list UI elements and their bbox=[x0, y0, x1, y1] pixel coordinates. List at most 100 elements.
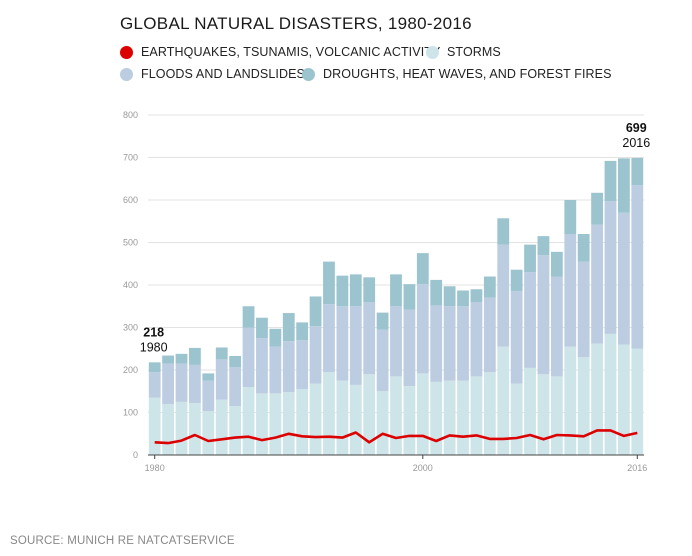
legend-item-droughts: DROUGHTS, HEAT WAVES, AND FOREST FIRES bbox=[302, 67, 612, 81]
bar-storms-1983 bbox=[189, 403, 201, 455]
bar-floods-1995 bbox=[349, 306, 362, 385]
bar-floods-1997 bbox=[376, 329, 389, 392]
bar-droughts-2006 bbox=[497, 218, 510, 245]
bar-storms-1992 bbox=[309, 383, 322, 455]
bar-storms-2002 bbox=[443, 380, 456, 455]
bar-floods-1981 bbox=[162, 363, 175, 404]
y-tick-label: 200 bbox=[123, 365, 138, 375]
y-tick-label: 400 bbox=[123, 280, 138, 290]
legend-item-earthquakes: EARTHQUAKES, TSUNAMIS, VOLCANIC ACTIVITY bbox=[120, 45, 440, 59]
bar-floods-2005 bbox=[483, 297, 496, 373]
bar-floods-1998 bbox=[390, 306, 402, 377]
bar-storms-2011 bbox=[564, 346, 577, 455]
legend-swatch-earthquakes bbox=[120, 45, 133, 59]
bar-floods-1989 bbox=[269, 346, 282, 394]
legend-label-earthquakes: EARTHQUAKES, TSUNAMIS, VOLCANIC ACTIVITY bbox=[141, 45, 441, 59]
bar-storms-1997 bbox=[376, 391, 389, 455]
bar-storms-1996 bbox=[363, 374, 376, 455]
bar-floods-2001 bbox=[430, 305, 443, 382]
bar-storms-2000 bbox=[416, 373, 429, 455]
bar-storms-2006 bbox=[497, 346, 510, 455]
legend-label-droughts: DROUGHTS, HEAT WAVES, AND FOREST FIRES bbox=[323, 67, 612, 81]
bar-floods-2013 bbox=[591, 224, 603, 344]
bar-floods-1988 bbox=[256, 338, 268, 394]
bar-droughts-1984 bbox=[202, 373, 215, 381]
bar-floods-1986 bbox=[229, 367, 242, 407]
bar-storms-1994 bbox=[336, 380, 349, 455]
bar-storms-2009 bbox=[537, 374, 550, 455]
bar-floods-2006 bbox=[497, 244, 510, 347]
bar-droughts-1991 bbox=[296, 322, 309, 341]
bar-floods-1992 bbox=[309, 326, 322, 384]
bar-storms-2010 bbox=[550, 376, 563, 455]
annotation-year-1980: 1980 bbox=[140, 340, 168, 354]
bar-floods-2014 bbox=[604, 201, 617, 334]
bar-storms-2015 bbox=[617, 344, 630, 455]
bar-floods-1987 bbox=[242, 327, 255, 387]
bar-droughts-2000 bbox=[416, 253, 429, 285]
bar-droughts-1981 bbox=[162, 355, 175, 364]
bar-droughts-1995 bbox=[349, 274, 362, 307]
source-note: SOURCE: MUNICH RE NATCATSERVICE bbox=[10, 535, 235, 547]
x-tick-label: 1980 bbox=[145, 463, 165, 473]
legend-label-floods: FLOODS AND LANDSLIDES bbox=[141, 67, 305, 81]
bar-floods-2011 bbox=[564, 234, 577, 347]
x-tick-label: 2000 bbox=[413, 463, 433, 473]
bar-storms-2014 bbox=[604, 333, 617, 455]
x-tick-label: 2016 bbox=[627, 463, 647, 473]
bar-droughts-2014 bbox=[604, 160, 617, 202]
bar-droughts-2007 bbox=[510, 269, 523, 291]
bar-storms-1995 bbox=[349, 384, 362, 455]
y-tick-label: 0 bbox=[133, 450, 138, 460]
bar-storms-1987 bbox=[242, 387, 255, 455]
bar-droughts-1982 bbox=[175, 353, 188, 364]
bar-floods-2003 bbox=[457, 306, 469, 381]
earthquakes-line bbox=[154, 429, 638, 445]
bar-floods-1982 bbox=[175, 363, 188, 402]
bar-floods-1999 bbox=[403, 309, 416, 387]
bar-floods-1996 bbox=[363, 302, 376, 375]
bar-storms-1984 bbox=[202, 411, 215, 455]
bar-floods-2016 bbox=[631, 185, 644, 349]
bar-storms-2005 bbox=[483, 372, 496, 455]
legend-item-floods: FLOODS AND LANDSLIDES bbox=[120, 67, 305, 81]
bar-droughts-1985 bbox=[215, 347, 228, 360]
chart-title: GLOBAL NATURAL DISASTERS, 1980-2016 bbox=[120, 14, 472, 33]
bar-floods-1980 bbox=[148, 372, 161, 398]
bar-storms-2012 bbox=[577, 357, 590, 455]
bar-droughts-2013 bbox=[591, 192, 603, 225]
bar-storms-1998 bbox=[390, 376, 402, 455]
legend-swatch-floods bbox=[120, 67, 133, 81]
bar-droughts-1993 bbox=[323, 261, 335, 305]
annotation-year-2016: 2016 bbox=[622, 136, 650, 150]
bar-floods-1994 bbox=[336, 306, 349, 381]
bar-storms-1985 bbox=[215, 399, 228, 455]
bar-droughts-2004 bbox=[470, 289, 483, 302]
bar-droughts-1996 bbox=[363, 277, 376, 302]
bar-droughts-1992 bbox=[309, 296, 322, 327]
bar-floods-2010 bbox=[550, 276, 563, 377]
bar-storms-1982 bbox=[175, 401, 188, 455]
bar-floods-1985 bbox=[215, 359, 228, 400]
bar-storms-1999 bbox=[403, 386, 416, 455]
bar-storms-2008 bbox=[524, 367, 536, 455]
legend-item-storms: STORMS bbox=[426, 45, 501, 59]
y-tick-label: 700 bbox=[123, 153, 138, 163]
y-tick-label: 100 bbox=[123, 408, 138, 418]
bar-floods-2000 bbox=[416, 284, 429, 374]
bar-storms-1990 bbox=[282, 392, 295, 455]
bar-droughts-1989 bbox=[269, 328, 282, 347]
bar-floods-2007 bbox=[510, 290, 523, 384]
bar-storms-1989 bbox=[269, 393, 282, 455]
bar-floods-2009 bbox=[537, 255, 550, 375]
bar-floods-1993 bbox=[323, 304, 335, 373]
bar-droughts-2008 bbox=[524, 244, 536, 273]
bar-storms-2013 bbox=[591, 343, 603, 455]
annotation-value-1980: 218 bbox=[143, 325, 164, 339]
bar-droughts-1998 bbox=[390, 274, 402, 307]
bar-droughts-2011 bbox=[564, 200, 577, 234]
y-tick-label: 500 bbox=[123, 238, 138, 248]
bar-droughts-1988 bbox=[256, 317, 268, 339]
bar-floods-2012 bbox=[577, 261, 590, 358]
legend-label-storms: STORMS bbox=[447, 45, 501, 59]
